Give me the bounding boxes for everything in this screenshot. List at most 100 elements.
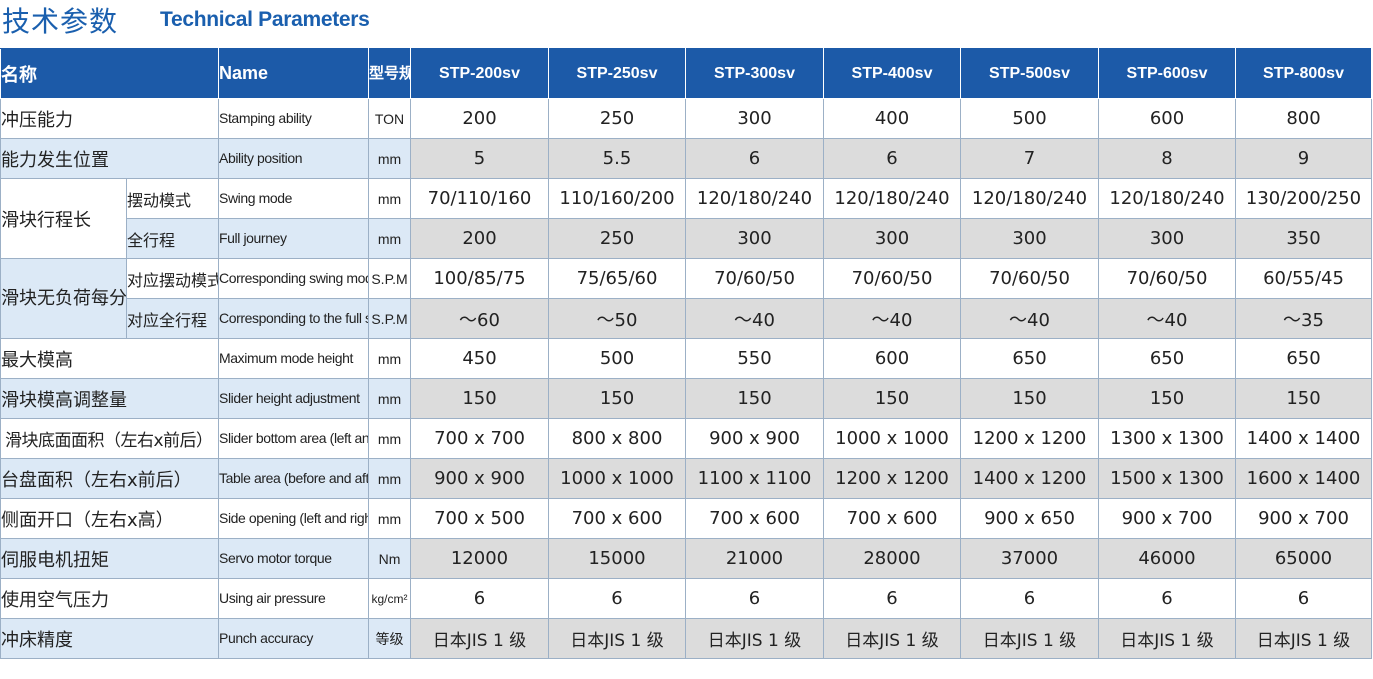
table-cell: ～40 [960, 298, 1099, 339]
table-cell: 1300 x 1300 [1098, 418, 1236, 459]
table-cell: 6 [960, 578, 1099, 619]
table-cell: 150 [1098, 378, 1236, 419]
page-header: 技术参数 Technical Parameters [0, 0, 1373, 42]
row-label-cn: 对应全行程 [126, 298, 219, 339]
row-unit: mm [368, 218, 411, 259]
table-cell: 60/55/45 [1235, 258, 1372, 299]
table-cell: 700 x 500 [410, 498, 549, 539]
table-cell: 37000 [960, 538, 1099, 579]
table-cell: 120/180/240 [823, 178, 961, 219]
table-cell: ～40 [685, 298, 824, 339]
table-cell: 600 [823, 338, 961, 379]
table-cell: 6 [1235, 578, 1372, 619]
table-cell: 200 [410, 98, 549, 139]
table-cell: 1500 x 1300 [1098, 458, 1236, 499]
group-label-slider-stroke: 滑块行程长 [0, 178, 127, 259]
table-cell: 700 x 600 [685, 498, 824, 539]
table-cell: 110/160/200 [548, 178, 686, 219]
table-cell: 15000 [548, 538, 686, 579]
row-label-cn: 对应摆动模式 [126, 258, 219, 299]
table-cell: 6 [685, 138, 824, 179]
table-cell: 300 [685, 218, 824, 259]
table-cell: ～50 [548, 298, 686, 339]
row-unit: mm [368, 458, 411, 499]
row-label-en: Stamping ability [218, 98, 369, 139]
table-cell: 300 [823, 218, 961, 259]
table-cell: 800 x 800 [548, 418, 686, 459]
row-label-en: Full journey [218, 218, 369, 259]
table-row: 使用空气压力 Using air pressure kg/cm² 6 6 6 6… [0, 578, 1372, 619]
row-label-en: Corresponding swing mode [218, 258, 369, 299]
header-model: STP-250sv [548, 48, 686, 99]
table-cell: 700 x 700 [410, 418, 549, 459]
table-cell: 9 [1235, 138, 1372, 179]
row-unit: mm [368, 378, 411, 419]
table-cell: 46000 [1098, 538, 1236, 579]
table-cell: 1000 x 1000 [823, 418, 961, 459]
table-cell: ～35 [1235, 298, 1372, 339]
header-model: STP-400sv [823, 48, 961, 99]
header-name-cn: 名称 [0, 48, 219, 99]
row-unit: TON [368, 98, 411, 139]
table-cell: 250 [548, 98, 686, 139]
row-label-cn: 滑块模高调整量 [0, 378, 219, 419]
table-cell: 900 x 900 [685, 418, 824, 459]
table-cell: 6 [548, 578, 686, 619]
table-cell: 250 [548, 218, 686, 259]
header-model: STP-600sv [1098, 48, 1236, 99]
row-label-en: Table area (before and after x) [218, 458, 369, 499]
table-cell: 900 x 700 [1098, 498, 1236, 539]
table-cell: 700 x 600 [548, 498, 686, 539]
table-cell: 70/60/50 [685, 258, 824, 299]
row-label-en: Side opening (left and right x high) [218, 498, 369, 539]
row-label-en: Slider bottom area (left and right x fro… [218, 418, 369, 459]
table-header-row: 名称 Name 型号规格 STP-200sv STP-250sv STP-300… [0, 48, 1372, 99]
table-cell: 150 [1235, 378, 1372, 419]
table-cell: 65000 [1235, 538, 1372, 579]
table-cell: 日本JIS 1 级 [960, 618, 1099, 659]
table-cell: 8 [1098, 138, 1236, 179]
table-cell: 120/180/240 [1098, 178, 1236, 219]
row-label-cn: 伺服电机扭矩 [0, 538, 219, 579]
table-cell: 6 [685, 578, 824, 619]
header-model: STP-800sv [1235, 48, 1372, 99]
table-cell: 7 [960, 138, 1099, 179]
table-cell: 日本JIS 1 级 [1235, 618, 1372, 659]
table-cell: 500 [960, 98, 1099, 139]
row-label-en: Maximum mode height [218, 338, 369, 379]
table-cell: 120/180/240 [960, 178, 1099, 219]
row-unit: kg/cm² [368, 578, 411, 619]
table-cell: 130/200/250 [1235, 178, 1372, 219]
table-cell: 日本JIS 1 级 [823, 618, 961, 659]
table-row: 全行程 Full journey mm 200 250 300 300 300 … [1, 218, 1372, 259]
table-cell: 1600 x 1400 [1235, 458, 1372, 499]
row-label-en: Servo motor torque [218, 538, 369, 579]
table-cell: 75/65/60 [548, 258, 686, 299]
table-row: 伺服电机扭矩 Servo motor torque Nm 12000 15000… [0, 538, 1372, 579]
table-cell: 900 x 650 [960, 498, 1099, 539]
row-label-en: Slider height adjustment [218, 378, 369, 419]
table-cell: 21000 [685, 538, 824, 579]
row-label-cn: 能力发生位置 [0, 138, 219, 179]
table-cell: 5 [410, 138, 549, 179]
row-label-cn: 冲床精度 [0, 618, 219, 659]
table-cell: 1200 x 1200 [823, 458, 961, 499]
row-unit: S.P.M [368, 258, 411, 299]
table-cell: ～60 [410, 298, 549, 339]
table-cell: 日本JIS 1 级 [685, 618, 824, 659]
table-cell: 300 [960, 218, 1099, 259]
table-row: 滑块模高调整量 Slider height adjustment mm 150 … [0, 378, 1372, 419]
table-cell: 550 [685, 338, 824, 379]
table-cell: 日本JIS 1 级 [410, 618, 549, 659]
table-cell: 日本JIS 1 级 [1098, 618, 1236, 659]
row-unit: mm [368, 498, 411, 539]
row-label-cn: 使用空气压力 [0, 578, 219, 619]
table-row: 台盘面积（左右x前后） Table area (before and after… [0, 458, 1372, 499]
table-row: 滑块行程长 摆动模式 Swing mode mm 70/110/160 110/… [0, 178, 1372, 259]
row-unit: mm [368, 338, 411, 379]
table-cell: 400 [823, 98, 961, 139]
table-cell: 1100 x 1100 [685, 458, 824, 499]
table-cell: 70/60/50 [960, 258, 1099, 299]
table-row: 滑块底面面积（左右x前后） Slider bottom area (left a… [0, 418, 1372, 459]
table-cell: 150 [960, 378, 1099, 419]
